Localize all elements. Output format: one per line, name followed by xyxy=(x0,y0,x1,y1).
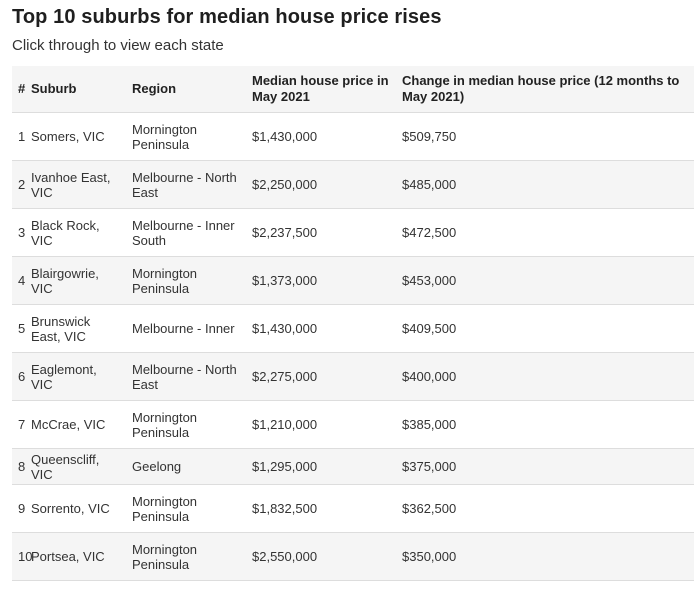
column-header-median-price: Median house price in May 2021 xyxy=(246,66,396,113)
cell-price-change: $362,500 xyxy=(396,484,694,533)
column-header-region: Region xyxy=(126,66,246,113)
cell-suburb: Black Rock, VIC xyxy=(25,208,126,257)
table-row: 10 Portsea, VIC Mornington Peninsula $2,550… xyxy=(12,532,694,581)
cell-rank: 4 xyxy=(12,256,25,305)
cell-rank: 5 xyxy=(12,304,25,353)
table-row: 8 Queenscliff, VIC Geelong $1,295,000 $375,0… xyxy=(12,448,694,485)
cell-price-change: $485,000 xyxy=(396,160,694,209)
cell-region: Geelong xyxy=(126,448,246,485)
cell-suburb: Queenscliff, VIC xyxy=(25,448,126,485)
cell-rank: 2 xyxy=(12,160,25,209)
cell-rank: 3 xyxy=(12,208,25,257)
cell-region: Mornington Peninsula xyxy=(126,532,246,581)
page-title: Top 10 suburbs for median house price ri… xyxy=(12,6,442,28)
cell-price-change: $385,000 xyxy=(396,400,694,449)
cell-rank: 6 xyxy=(12,352,25,401)
cell-median-price: $1,832,500 xyxy=(246,484,396,533)
cell-region: Melbourne - North East xyxy=(126,352,246,401)
table-row: 4 Blairgowrie, VIC Mornington Peninsula $1,… xyxy=(12,256,694,305)
cell-rank: 9 xyxy=(12,484,25,533)
cell-rank: 10 xyxy=(12,532,32,581)
cell-rank: 7 xyxy=(12,400,25,449)
cell-rank: 1 xyxy=(12,112,25,161)
column-header-rank: # xyxy=(12,66,25,113)
cell-region: Melbourne - Inner South xyxy=(126,208,246,257)
cell-median-price: $2,250,000 xyxy=(246,160,396,209)
cell-median-price: $1,373,000 xyxy=(246,256,396,305)
cell-suburb: Sorrento, VIC xyxy=(25,484,126,533)
cell-price-change: $375,000 xyxy=(396,448,694,485)
column-header-suburb: Suburb xyxy=(25,66,126,113)
column-header-price-change: Change in median house price (12 months … xyxy=(396,66,694,113)
cell-suburb: Eaglemont, VIC xyxy=(25,352,126,401)
table-header-row: # Suburb Region Median house price in Ma… xyxy=(12,66,694,113)
cell-suburb: Somers, VIC xyxy=(25,112,126,161)
cell-median-price: $1,430,000 xyxy=(246,304,396,353)
cell-price-change: $400,000 xyxy=(396,352,694,401)
cell-region: Melbourne - North East xyxy=(126,160,246,209)
table-row: 9 Sorrento, VIC Mornington Peninsula $1,832… xyxy=(12,484,694,533)
table-row: 1 Somers, VIC Mornington Peninsula $1,430,0… xyxy=(12,112,694,161)
suburbs-table: # Suburb Region Median house price in Ma… xyxy=(12,66,694,581)
cell-suburb: Brunswick East, VIC xyxy=(25,304,126,353)
cell-price-change: $453,000 xyxy=(396,256,694,305)
page-subtitle: Click through to view each state xyxy=(12,37,224,54)
table-row: 5 Brunswick East, VIC Melbourne - Inner $1,… xyxy=(12,304,694,353)
table-row: 7 McCrae, VIC Mornington Peninsula $1,210,0… xyxy=(12,400,694,449)
cell-region: Mornington Peninsula xyxy=(126,112,246,161)
cell-median-price: $1,295,000 xyxy=(246,448,396,485)
cell-median-price: $2,275,000 xyxy=(246,352,396,401)
cell-region: Melbourne - Inner xyxy=(126,304,246,353)
cell-suburb: McCrae, VIC xyxy=(25,400,126,449)
cell-price-change: $509,750 xyxy=(396,112,694,161)
cell-price-change: $472,500 xyxy=(396,208,694,257)
table-row: 6 Eaglemont, VIC Melbourne - North East $2,… xyxy=(12,352,694,401)
cell-suburb: Ivanhoe East, VIC xyxy=(25,160,126,209)
cell-median-price: $1,430,000 xyxy=(246,112,396,161)
cell-region: Mornington Peninsula xyxy=(126,256,246,305)
table-row: 2 Ivanhoe East, VIC Melbourne - North East… xyxy=(12,160,694,209)
cell-median-price: $2,550,000 xyxy=(246,532,396,581)
cell-rank: 8 xyxy=(12,448,25,485)
cell-median-price: $2,237,500 xyxy=(246,208,396,257)
cell-suburb: Blairgowrie, VIC xyxy=(25,256,126,305)
cell-suburb: Portsea, VIC xyxy=(25,532,126,581)
cell-median-price: $1,210,000 xyxy=(246,400,396,449)
cell-region: Mornington Peninsula xyxy=(126,400,246,449)
table-row: 3 Black Rock, VIC Melbourne - Inner South $… xyxy=(12,208,694,257)
cell-price-change: $409,500 xyxy=(396,304,694,353)
cell-price-change: $350,000 xyxy=(396,532,694,581)
cell-region: Mornington Peninsula xyxy=(126,484,246,533)
